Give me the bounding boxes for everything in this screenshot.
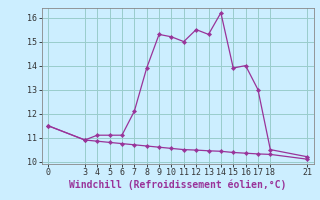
- X-axis label: Windchill (Refroidissement éolien,°C): Windchill (Refroidissement éolien,°C): [69, 180, 286, 190]
